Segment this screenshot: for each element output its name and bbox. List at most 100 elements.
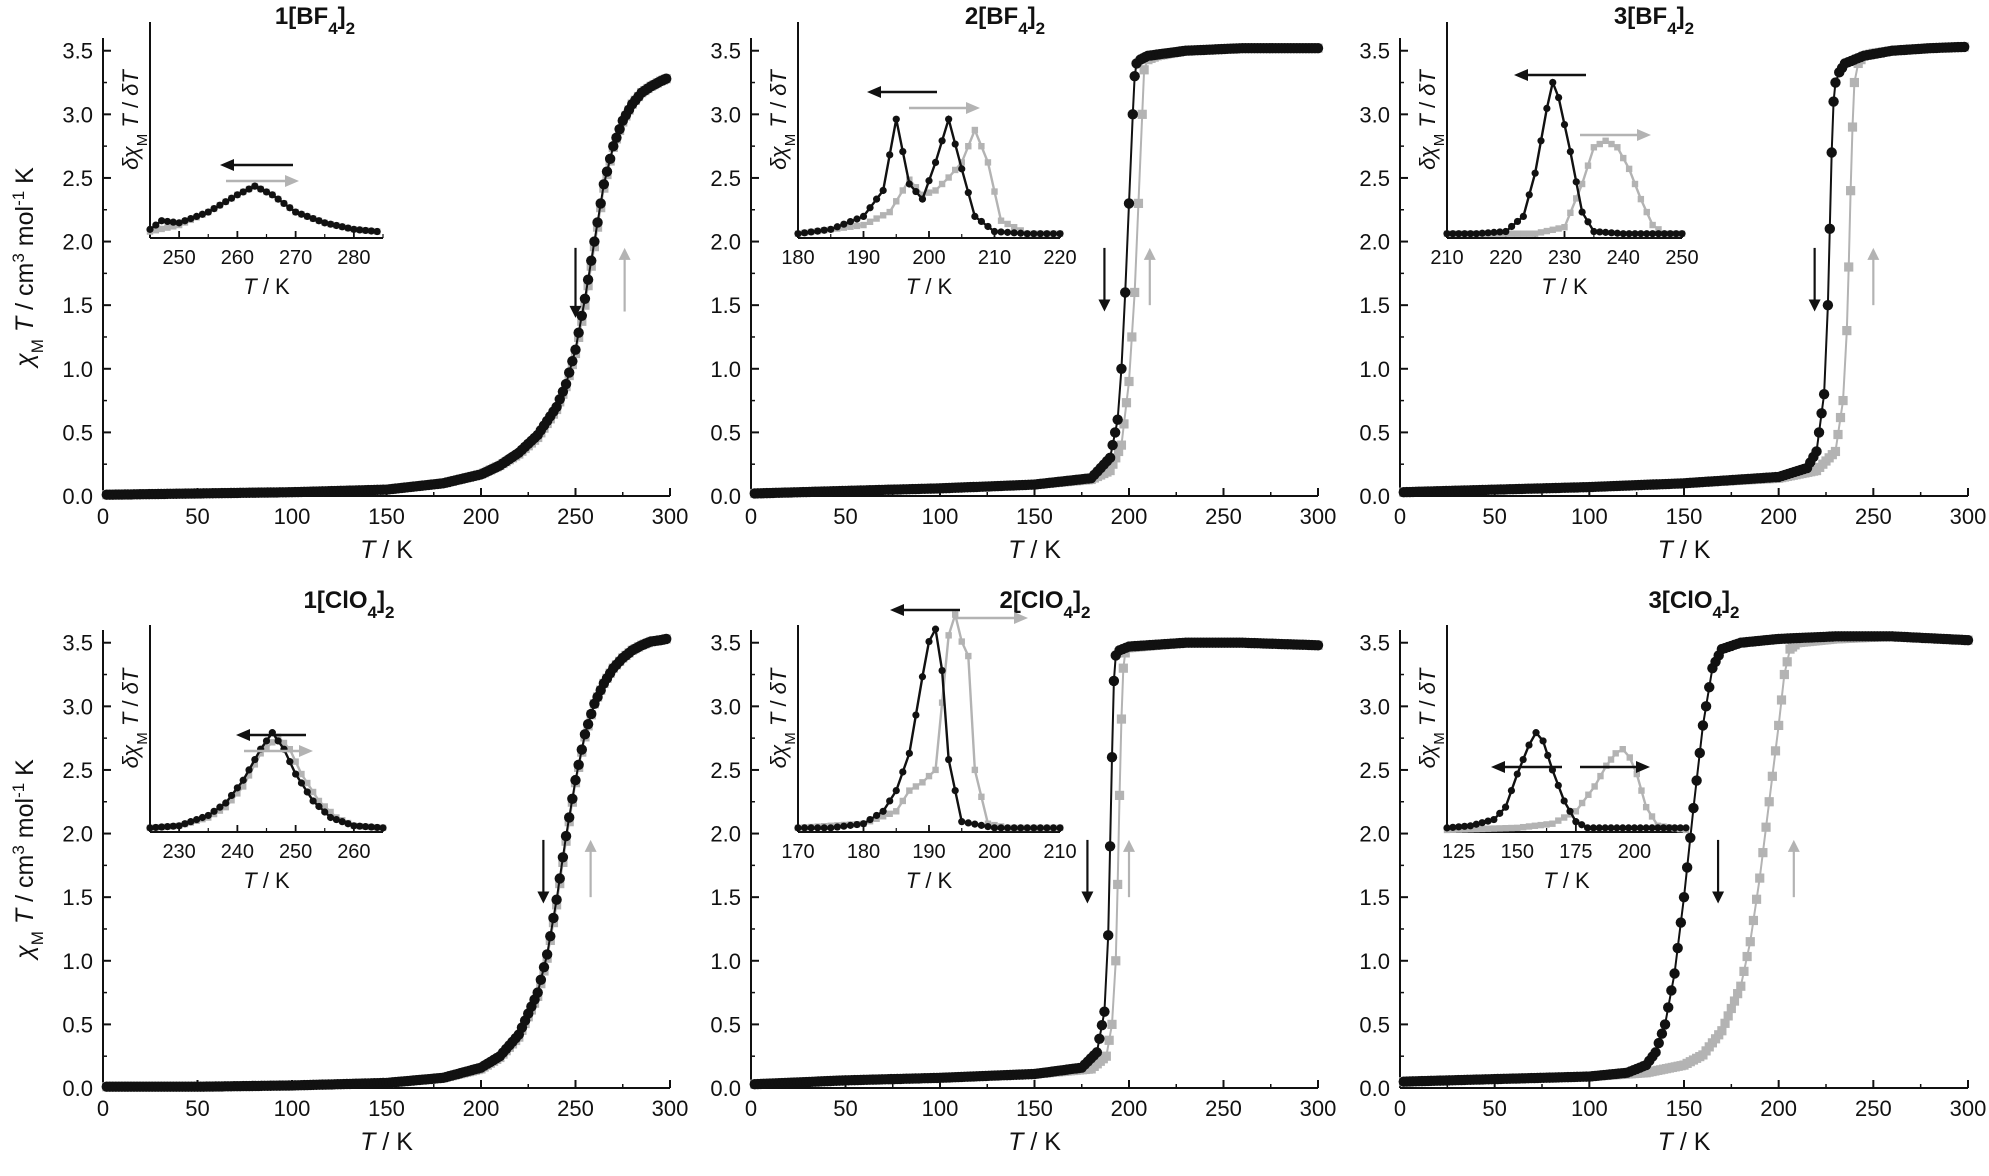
inset-cooling-marker xyxy=(1659,824,1668,832)
inset-heating-marker xyxy=(971,126,979,134)
inset-cooling-marker xyxy=(984,222,992,231)
inset-heating-marker xyxy=(1490,825,1498,832)
inset-cooling-marker xyxy=(925,637,933,646)
inset-cooling-marker xyxy=(840,220,848,228)
inset-cooling-marker xyxy=(892,115,900,123)
heating-marker xyxy=(1842,326,1852,336)
inset-cooling-marker xyxy=(1578,208,1586,216)
heating-marker xyxy=(580,300,590,310)
inset-x-tick-label: 210 xyxy=(1430,247,1463,269)
inset-heating-arrow-head xyxy=(966,102,980,114)
inset-cooling-marker xyxy=(1443,824,1451,832)
x-tick-label: 0 xyxy=(745,1096,757,1121)
inset-cooling-marker xyxy=(262,737,271,745)
inset-x-title: T / K xyxy=(243,868,290,893)
inset-cooling-marker xyxy=(827,824,835,832)
inset-cooling-marker xyxy=(1023,230,1031,238)
cooling-marker xyxy=(1672,942,1683,954)
inset-cooling-marker xyxy=(344,224,352,232)
inset-heating-marker xyxy=(1508,230,1515,237)
panel-title: 3[ClO4]2 xyxy=(1649,587,1740,622)
inset-heating-marker xyxy=(1649,221,1656,229)
inset-cooling-marker xyxy=(292,770,300,778)
cooling-marker xyxy=(1112,414,1123,425)
inset-heating-marker xyxy=(1561,224,1568,231)
inset-heating-marker xyxy=(1620,154,1627,162)
inset-cooling-marker xyxy=(309,214,317,223)
inset-heating-marker xyxy=(158,225,165,233)
x-tick-label: 100 xyxy=(922,1096,959,1121)
y-tick-label: 1.0 xyxy=(62,357,93,382)
inset-cooling-marker xyxy=(1642,824,1650,832)
cooling-marker xyxy=(1688,802,1699,814)
x-tick-label: 150 xyxy=(1016,1096,1053,1121)
inset-heating-marker xyxy=(886,208,893,216)
inset-heating-marker xyxy=(1525,823,1533,830)
inset-heating-marker xyxy=(886,810,893,817)
heating-marker xyxy=(1113,879,1123,890)
inset-cooling-marker xyxy=(361,226,370,235)
heating-marker xyxy=(1137,109,1147,119)
cooling-marker xyxy=(576,310,587,321)
heating-marker xyxy=(1774,720,1784,731)
inset-cooling-marker xyxy=(800,824,809,832)
inset-heating-marker xyxy=(1585,791,1592,798)
inset-cooling-marker xyxy=(1443,230,1451,238)
inset-cooling-marker xyxy=(1490,228,1498,236)
cooling-marker xyxy=(1685,832,1696,843)
inset-cooling-marker xyxy=(886,797,894,805)
inset-heating-marker xyxy=(1514,824,1521,832)
inset-cooling-marker xyxy=(1583,824,1592,832)
cooling-marker xyxy=(1091,1047,1103,1058)
inset-cooling-marker xyxy=(152,221,160,229)
y-tick-label: 2.5 xyxy=(62,758,93,783)
cooling-marker xyxy=(579,293,591,305)
inset-cooling-marker xyxy=(1460,822,1469,830)
inset-cooling-marker xyxy=(1560,121,1569,129)
heating-arrow-head xyxy=(1143,247,1156,260)
y-tick-label: 3.5 xyxy=(62,631,93,656)
inset-cooling-marker xyxy=(827,225,835,233)
cooling-marker xyxy=(1127,109,1138,120)
cooling-arrow-head xyxy=(569,305,582,318)
inset-heating-arrow-head xyxy=(299,745,313,757)
inset-cooling-marker xyxy=(1017,229,1025,237)
inset-heating-marker xyxy=(853,222,861,230)
y-axis-title: χM T / cm3 mol-1 K xyxy=(9,167,47,369)
inset-y-title: δχM T / δT xyxy=(766,69,799,170)
inset-x-tick-label: 260 xyxy=(221,247,254,269)
inset-cooling-marker xyxy=(866,204,874,212)
heating-marker xyxy=(1846,186,1856,196)
panel-1ClO4: 0.0 0.5 1.0 1.5 2.0 2.5 3.0 3.5 0 50 100 150 200 250 3… xyxy=(9,587,689,1156)
inset-cooling-marker xyxy=(1601,824,1609,832)
inset-heating-marker xyxy=(1473,825,1480,833)
x-tick-label: 0 xyxy=(97,504,109,529)
inset-cooling-marker xyxy=(1543,104,1551,112)
inset-heating-marker xyxy=(1591,783,1598,790)
cooling-marker xyxy=(535,974,547,986)
cooling-marker xyxy=(586,708,597,720)
cooling-marker xyxy=(1107,439,1118,451)
inset-cooling-marker xyxy=(1478,229,1486,237)
inset-y-title: δχM T / δT xyxy=(118,667,151,768)
inset-heating-marker xyxy=(315,797,323,805)
inset: 250 260 270 280 T / K δχM T / δT xyxy=(118,22,384,299)
y-tick-label: 2.5 xyxy=(62,166,93,191)
inset-cooling-marker xyxy=(859,820,868,828)
heating-marker xyxy=(1105,465,1115,476)
cooling-marker xyxy=(1962,634,1974,646)
inset-cooling-marker xyxy=(1490,815,1498,824)
inset-heating-marker xyxy=(1607,756,1615,763)
inset-cooling-marker xyxy=(1643,230,1651,238)
inset-x-tick-label: 240 xyxy=(221,841,254,863)
inset-cooling-marker xyxy=(820,824,828,832)
panel-3ClO4: 0.0 0.5 1.0 1.5 2.0 2.5 3.0 3.5 0 50 100 150 200 250 3… xyxy=(1359,587,1986,1156)
heating-marker xyxy=(1751,894,1762,904)
inset-cooling-marker xyxy=(1671,824,1679,832)
heating-marker xyxy=(1111,453,1121,463)
y-tick-label: 0.0 xyxy=(710,484,741,509)
inset-heating-marker xyxy=(1478,825,1486,833)
inset-cooling-marker xyxy=(977,217,986,226)
y-tick-label: 3.0 xyxy=(1359,102,1390,127)
inset-cooling-marker xyxy=(361,823,370,831)
